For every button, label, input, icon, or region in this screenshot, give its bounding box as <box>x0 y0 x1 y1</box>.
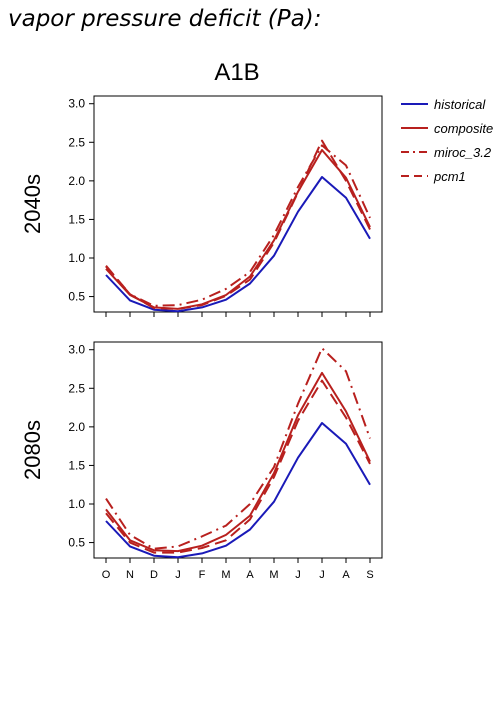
x-tick-label: N <box>126 569 134 581</box>
y-tick-label: 1.0 <box>68 251 85 265</box>
series-line-historical <box>105 176 371 313</box>
y-tick-label: 2.5 <box>68 381 85 395</box>
plot-frame <box>93 95 383 313</box>
x-tick-label: J <box>319 569 325 581</box>
x-tick-label: A <box>342 569 350 581</box>
plot-frame <box>93 341 383 559</box>
panel-label: 2080s <box>20 420 45 480</box>
legend-item: pcm1 <box>401 169 466 184</box>
x-tick-label: S <box>366 569 373 581</box>
legend-item: miroc_3.2 <box>401 145 492 160</box>
panel-2080s: 0.5 1.0 1.5 2.0 2.5 3.0 O N D J F M A M J J A S 2080s <box>20 341 383 581</box>
series-line-historical <box>105 422 371 559</box>
x-tick-label: O <box>102 569 111 581</box>
series-line-pcm1 <box>105 139 371 310</box>
series-line-composite <box>105 149 371 310</box>
scenario-title: A1B <box>214 59 259 86</box>
series-line-pcm1 <box>105 379 371 554</box>
x-tick-label: M <box>221 569 230 581</box>
x-tick-label: M <box>269 569 278 581</box>
panels: 0.5 1.0 1.5 2.0 2.5 3.0 2040s 0.5 1.0 1.5 2.0 2.5 3.… <box>20 95 383 581</box>
x-tick-label: A <box>246 569 254 581</box>
y-tick-label: 0.5 <box>68 536 85 550</box>
y-tick-label: 1.0 <box>68 497 85 511</box>
y-tick-label: 2.0 <box>68 420 85 434</box>
x-tick-label: D <box>150 569 158 581</box>
figure-title: vapor pressure deficit (Pa): <box>8 6 322 32</box>
y-tick-label: 0.5 <box>68 290 85 304</box>
legend-item: composite <box>401 121 493 136</box>
legend-label: pcm1 <box>433 169 466 184</box>
legend: historical composite miroc_3.2 pcm1 <box>401 97 493 184</box>
series-line-composite <box>105 371 371 553</box>
panel-label: 2040s <box>20 174 45 234</box>
y-tick-label: 1.5 <box>68 458 85 472</box>
x-tick-label: J <box>175 569 181 581</box>
panel-2040s: 0.5 1.0 1.5 2.0 2.5 3.0 2040s <box>20 95 383 317</box>
series-line-miroc-3-2 <box>105 347 371 550</box>
series-line-miroc-3-2 <box>105 144 371 307</box>
y-tick-label: 3.0 <box>68 343 85 357</box>
y-tick-label: 1.5 <box>68 212 85 226</box>
legend-label: composite <box>434 121 493 136</box>
y-tick-label: 2.5 <box>68 135 85 149</box>
legend-label: historical <box>434 97 486 112</box>
y-tick-label: 2.0 <box>68 174 85 188</box>
x-tick-label: J <box>295 569 301 581</box>
legend-label: miroc_3.2 <box>434 145 492 160</box>
y-tick-label: 3.0 <box>68 97 85 111</box>
legend-item: historical <box>401 97 486 112</box>
x-tick-label: F <box>199 569 206 581</box>
